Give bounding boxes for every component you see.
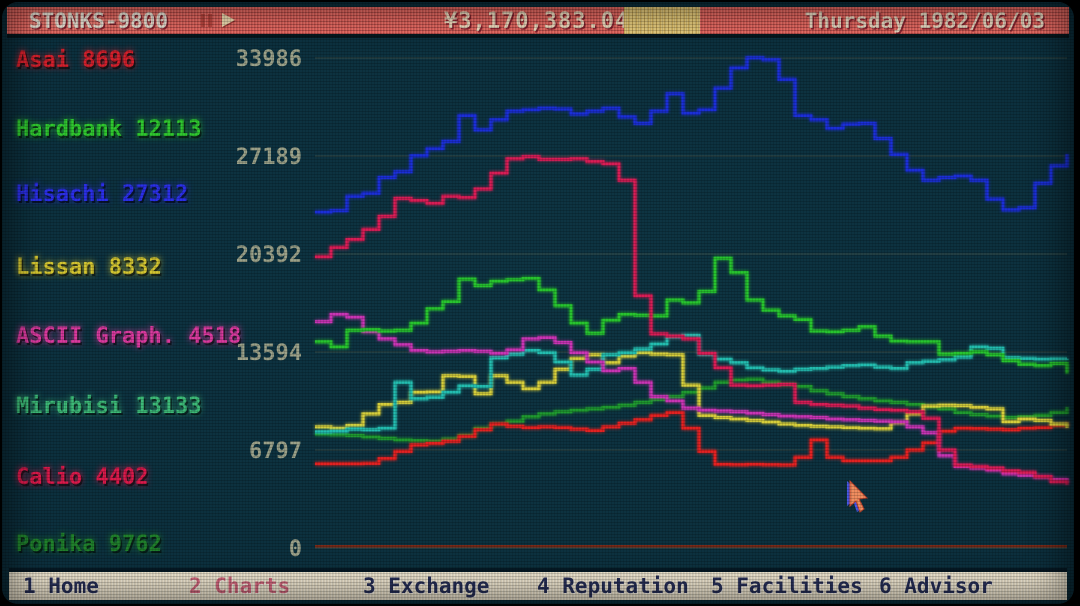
nav-item-reputation[interactable]: 4 Reputation: [537, 574, 689, 598]
nav-item-exchange[interactable]: 3 Exchange: [363, 574, 490, 598]
y-axis-tick: 33986: [236, 47, 302, 72]
nav-item-advisor[interactable]: 6 Advisor: [879, 574, 993, 598]
y-axis-tick: 6797: [249, 439, 302, 464]
y-axis-tick: 27189: [236, 145, 302, 170]
nav-item-charts[interactable]: 2 Charts: [189, 574, 291, 598]
y-axis-tick: 13594: [236, 341, 302, 366]
y-axis-tick: 0: [289, 537, 302, 562]
price-line-lissan: [315, 351, 1069, 431]
nav-item-home[interactable]: 1 Home: [23, 574, 99, 598]
y-axis-tick: 20392: [236, 243, 302, 268]
price-line-hisachi: [315, 56, 1069, 214]
bottom-menu-bar: 1 Home 2 Charts 3 Exchange 4 Reputation 5 Fa…: [9, 572, 1067, 600]
nav-item-facilities[interactable]: 5 Facilities: [711, 574, 863, 598]
